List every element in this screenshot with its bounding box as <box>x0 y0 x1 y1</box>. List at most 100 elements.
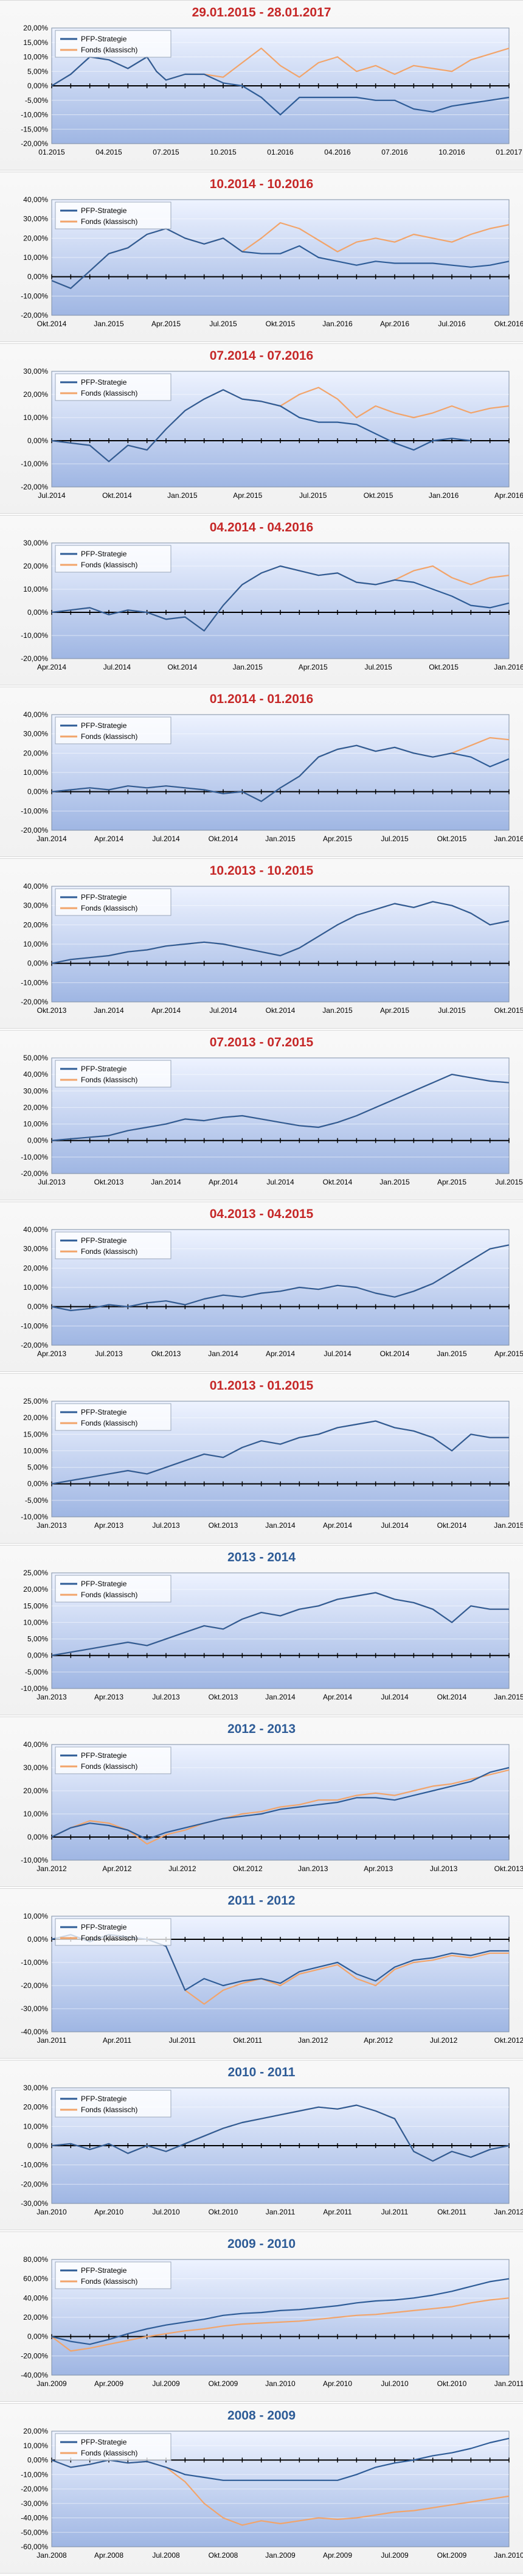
x-tick-label: Okt.2012 <box>494 2036 523 2045</box>
x-tick-label: Apr.2014 <box>266 1349 295 1358</box>
legend-box <box>55 201 171 229</box>
x-tick-label: Apr.2010 <box>94 2208 123 2216</box>
y-tick-label: 0,00% <box>27 2333 48 2341</box>
legend-label: PFP-Strategie <box>81 2438 127 2446</box>
y-tick-label: 0,00% <box>27 2456 48 2465</box>
y-tick-label: 0,00% <box>27 608 48 617</box>
x-tick-label: Okt.2015 <box>266 320 296 328</box>
legend-box <box>55 1403 171 1431</box>
y-tick-label: -10,00% <box>21 1513 48 1521</box>
legend-box <box>55 1575 171 1603</box>
legend-label: Fonds (klassisch) <box>81 1076 137 1084</box>
chart-panel: 29.01.2015 - 28.01.2017 20,00% 15,00% 10,00… <box>0 0 523 170</box>
legend-label: PFP-Strategie <box>81 1580 127 1588</box>
y-tick-label: 20,00% <box>23 1264 48 1272</box>
series-line-strategy <box>51 56 510 116</box>
y-tick-label: -20,00% <box>21 139 48 148</box>
y-tick-label: -5,00% <box>25 96 48 105</box>
y-tick-label: 30,00% <box>23 1087 48 1095</box>
y-tick-label: 40,00% <box>23 710 48 719</box>
series-line-strategy <box>51 565 510 632</box>
x-tick-label: Jul.2009 <box>152 2379 180 2388</box>
legend-label: Fonds (klassisch) <box>81 1762 137 1771</box>
chart-title: 2013 - 2014 <box>227 1550 296 1564</box>
x-tick-label: Jan.2015 <box>265 835 296 843</box>
x-tick-label: Jul.2015 <box>209 320 237 328</box>
legend-label: Fonds (klassisch) <box>81 1419 137 1427</box>
x-tick-label: Apr.2014 <box>94 835 123 843</box>
y-tick-label: 40,00% <box>23 1740 48 1749</box>
legend-box <box>55 545 171 573</box>
y-tick-label: 80,00% <box>23 2255 48 2264</box>
chart-svg: 25,00% 20,00% 15,00% 10,00% 5,00% 0,00% -5,00%… <box>21 1569 523 1701</box>
y-tick-label: -10,00% <box>21 1321 48 1330</box>
chart-panel: 01.2013 - 01.2015 25,00% 20,00% 15,00% 10,00… <box>0 1373 523 1544</box>
x-tick-label: Jan.2010 <box>494 2551 523 2560</box>
chart-svg: 80,00% 60,00% 40,00% 20,00% 0,00% -20,00% -40,… <box>21 2255 523 2388</box>
series-line-strategy <box>51 1420 509 1485</box>
x-tick-label: Okt.2014 <box>266 1006 296 1015</box>
y-tick-label: -20,00% <box>21 311 48 320</box>
x-tick-label: Okt.2013 <box>209 1521 238 1530</box>
chart-title: 2008 - 2009 <box>227 2409 296 2423</box>
x-tick-label: Jan.2016 <box>429 491 459 500</box>
x-tick-label: Okt.2011 <box>233 2036 262 2045</box>
y-tick-label: 5,00% <box>27 67 48 75</box>
legend-label: Fonds (klassisch) <box>81 2277 137 2286</box>
chart-panel: 2010 - 2011 30,00% 20,00% 10,00% 0,00% -10,00… <box>0 2060 523 2230</box>
chart-title: 29.01.2015 - 28.01.2017 <box>192 5 331 19</box>
x-tick-label: 10.2016 <box>438 148 465 156</box>
x-tick-label: Jan.2011 <box>37 2036 67 2045</box>
y-tick-label: -10,00% <box>21 292 48 300</box>
x-tick-label: 01.2017 <box>496 148 522 156</box>
x-tick-label: Apr.2012 <box>364 2036 393 2045</box>
y-tick-label: 40,00% <box>23 1070 48 1079</box>
chart-panel: 10.2013 - 10.2015 40,00% 30,00% 20,00% 10,00… <box>0 858 523 1029</box>
chart-title: 04.2013 - 04.2015 <box>209 1207 314 1221</box>
x-tick-label: Apr.2015 <box>233 491 262 500</box>
x-tick-label: Okt.2008 <box>209 2551 238 2560</box>
y-tick-label: 10,00% <box>23 2122 48 2130</box>
chart-title: 10.2013 - 10.2015 <box>209 864 314 878</box>
y-tick-label: 5,00% <box>27 1463 48 1472</box>
x-tick-label: Jan.2013 <box>298 1864 328 1873</box>
x-tick-label: Jan.2011 <box>494 2379 523 2388</box>
x-tick-label: Okt.2013 <box>37 1006 67 1015</box>
y-tick-label: -20,00% <box>21 2180 48 2188</box>
y-tick-label: -20,00% <box>21 2351 48 2360</box>
chart-panel: 2011 - 2012 10,00% 0,00% -10,00% -20,00% -30,… <box>0 1888 523 2059</box>
y-tick-label: 40,00% <box>23 882 48 891</box>
legend-label: Fonds (klassisch) <box>81 561 137 569</box>
x-tick-label: Okt.2015 <box>437 835 467 843</box>
y-tick-label: 10,00% <box>23 1120 48 1129</box>
chart-title: 2012 - 2013 <box>227 1722 296 1736</box>
y-tick-label: 30,00% <box>23 901 48 910</box>
series-line-fund <box>51 2297 510 2352</box>
y-tick-label: 0,00% <box>27 959 48 968</box>
y-tick-label: 20,00% <box>23 920 48 929</box>
y-tick-label: 0,00% <box>27 1303 48 1311</box>
x-tick-label: Apr.2013 <box>94 1521 123 1530</box>
y-tick-label: 20,00% <box>23 1413 48 1422</box>
series-line-strategy <box>51 1592 509 1656</box>
y-tick-label: 10,00% <box>23 940 48 948</box>
x-tick-label: Jul.2015 <box>364 663 392 671</box>
chart-svg: 25,00% 20,00% 15,00% 10,00% 5,00% 0,00% -5,00%… <box>21 1397 523 1530</box>
legend-box <box>55 1746 171 1774</box>
x-tick-label: Jul.2013 <box>95 1349 123 1358</box>
x-tick-label: Jan.2015 <box>233 663 263 671</box>
x-tick-label: Okt.2014 <box>168 663 198 671</box>
x-tick-label: Apr.2013 <box>364 1864 393 1873</box>
x-tick-label: Okt.2010 <box>437 2379 467 2388</box>
x-tick-label: Okt.2014 <box>437 1521 467 1530</box>
y-tick-label: -30,00% <box>21 2004 48 2013</box>
y-tick-label: 20,00% <box>23 24 48 32</box>
y-tick-label: 10,00% <box>23 1283 48 1292</box>
y-tick-label: 20,00% <box>23 1585 48 1594</box>
series-line-strategy <box>51 2104 510 2162</box>
x-tick-label: Jul.2013 <box>152 1521 180 1530</box>
x-tick-label: Okt.2009 <box>209 2379 238 2388</box>
legend-label: PFP-Strategie <box>81 721 127 730</box>
y-tick-label: 0,00% <box>27 1480 48 1488</box>
legend-label: Fonds (klassisch) <box>81 2449 137 2457</box>
